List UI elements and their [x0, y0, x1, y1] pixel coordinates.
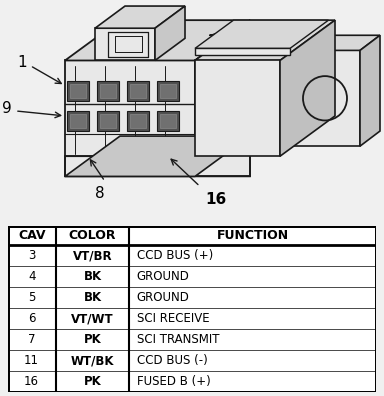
Polygon shape	[155, 6, 185, 61]
Polygon shape	[65, 20, 250, 61]
Text: 5: 5	[28, 291, 35, 304]
Polygon shape	[65, 136, 250, 176]
Text: 3: 3	[28, 249, 35, 262]
Text: 16: 16	[24, 375, 39, 388]
Bar	[127, 111, 149, 131]
Text: PK: PK	[84, 375, 101, 388]
Text: 8: 8	[95, 187, 105, 202]
Bar	[157, 111, 179, 131]
Bar	[127, 81, 149, 101]
Polygon shape	[65, 61, 195, 156]
Text: BK: BK	[83, 291, 101, 304]
Bar	[160, 84, 176, 98]
Text: SCI TRANSMIT: SCI TRANSMIT	[137, 333, 219, 346]
Bar	[97, 81, 119, 101]
Text: WT/BK: WT/BK	[71, 354, 114, 367]
Polygon shape	[95, 28, 155, 61]
Text: CCD BUS (+): CCD BUS (+)	[137, 249, 213, 262]
Polygon shape	[65, 116, 250, 176]
Polygon shape	[195, 48, 290, 55]
Polygon shape	[195, 20, 328, 48]
Text: PK: PK	[84, 333, 101, 346]
Text: 6: 6	[28, 312, 35, 325]
Polygon shape	[195, 61, 280, 156]
Bar	[130, 114, 146, 128]
Bar	[67, 81, 89, 101]
Text: 7: 7	[28, 333, 35, 346]
Text: GROUND: GROUND	[137, 270, 190, 283]
Bar	[67, 111, 89, 131]
Text: 9: 9	[2, 101, 12, 116]
Text: CCD BUS (-): CCD BUS (-)	[137, 354, 207, 367]
Polygon shape	[195, 20, 335, 61]
Text: 1: 1	[17, 55, 27, 70]
Text: VT/BR: VT/BR	[73, 249, 112, 262]
Polygon shape	[360, 35, 380, 146]
Bar	[100, 114, 116, 128]
Text: CAV: CAV	[18, 229, 45, 242]
Bar	[70, 114, 86, 128]
Bar	[160, 114, 176, 128]
Text: FUNCTION: FUNCTION	[217, 229, 289, 242]
Text: 11: 11	[24, 354, 39, 367]
Text: GROUND: GROUND	[137, 291, 190, 304]
Text: COLOR: COLOR	[69, 229, 116, 242]
Text: SCI RECEIVE: SCI RECEIVE	[137, 312, 209, 325]
Polygon shape	[290, 50, 360, 146]
Bar	[70, 84, 86, 98]
Bar	[97, 111, 119, 131]
Text: BK: BK	[83, 270, 101, 283]
Text: FUSED B (+): FUSED B (+)	[137, 375, 210, 388]
Polygon shape	[290, 35, 380, 50]
Bar	[157, 81, 179, 101]
Polygon shape	[195, 20, 250, 156]
Text: 16: 16	[205, 192, 226, 207]
Text: 4: 4	[28, 270, 35, 283]
Bar	[130, 84, 146, 98]
Bar	[100, 84, 116, 98]
Polygon shape	[280, 20, 335, 156]
Polygon shape	[95, 6, 185, 28]
Text: VT/WT: VT/WT	[71, 312, 114, 325]
